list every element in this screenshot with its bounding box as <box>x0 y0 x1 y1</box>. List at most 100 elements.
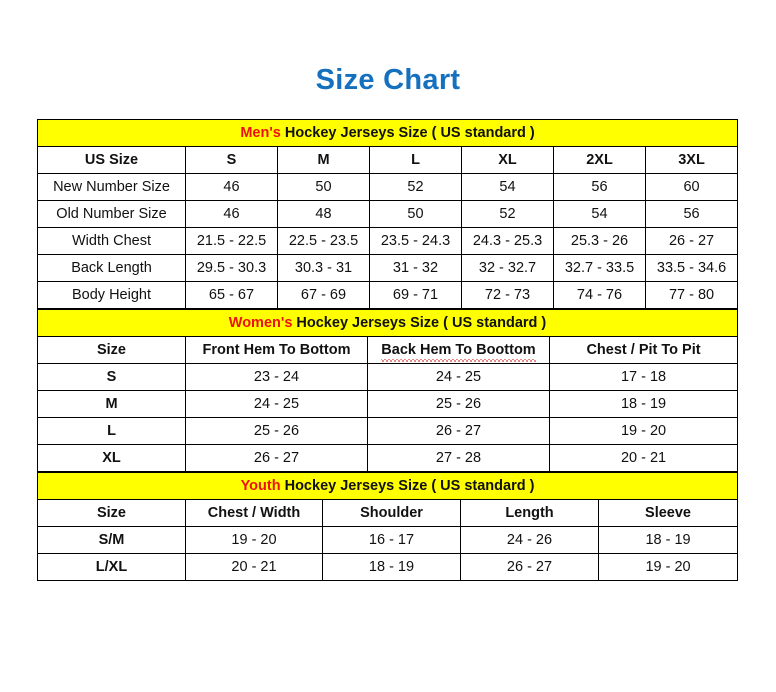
table-cell: 25.3 - 26 <box>553 227 646 255</box>
youth-col-sleeve: Sleeve <box>597 499 739 527</box>
table-cell: 25 - 26 <box>367 390 550 418</box>
mens-col-xl: XL <box>461 146 554 174</box>
mens-heading-rest: Hockey Jerseys Size ( US standard ) <box>280 125 535 141</box>
mens-col-3xl: 3XL <box>644 146 739 174</box>
table-cell: 31 - 32 <box>369 254 462 282</box>
youth-size-table: Youth Hockey Jerseys Size ( US standard … <box>36 472 739 581</box>
table-row: S 23 - 24 24 - 25 17 - 18 <box>37 363 739 391</box>
womens-row-label-s: S <box>37 363 186 391</box>
youth-section-heading-row: Youth Hockey Jerseys Size ( US standard … <box>36 472 739 500</box>
youth-col-shoulder: Shoulder <box>322 499 461 527</box>
table-cell: 33.5 - 34.6 <box>644 254 739 282</box>
table-row: L/XL 20 - 21 18 - 19 26 - 27 19 - 20 <box>37 553 739 581</box>
mens-col-m: M <box>277 146 370 174</box>
table-cell: 46 <box>185 200 278 228</box>
table-cell: 26 - 27 <box>644 227 739 255</box>
page-title: Size Chart <box>315 64 461 96</box>
mens-col-s: S <box>185 146 278 174</box>
mens-section-heading-row: Men's Hockey Jerseys Size ( US standard … <box>36 119 739 147</box>
mens-row-label-body-height: Body Height <box>37 281 186 309</box>
womens-col-front-hem-to-bottom: Front Hem To Bottom <box>185 336 368 364</box>
mens-row-label-width-chest: Width Chest <box>37 227 186 255</box>
table-row: Body Height 65 - 67 67 - 69 69 - 71 72 -… <box>37 281 739 309</box>
womens-row-label-l: L <box>37 417 186 445</box>
mens-column-header-row: US Size S M L XL 2XL 3XL <box>37 146 739 174</box>
mens-size-table: Men's Hockey Jerseys Size ( US standard … <box>36 119 739 309</box>
table-cell: 26 - 27 <box>185 444 368 472</box>
table-cell: 32 - 32.7 <box>461 254 554 282</box>
youth-col-size: Size <box>37 499 186 527</box>
table-cell: 67 - 69 <box>277 281 370 309</box>
youth-row-label-lxl: L/XL <box>37 553 186 581</box>
table-cell: 56 <box>553 173 646 201</box>
table-cell: 50 <box>277 173 370 201</box>
table-cell: 30.3 - 31 <box>277 254 370 282</box>
table-row: Old Number Size 46 48 50 52 54 56 <box>37 200 739 228</box>
table-cell: 24.3 - 25.3 <box>461 227 554 255</box>
table-cell: 18 - 19 <box>322 553 461 581</box>
table-cell: 24 - 25 <box>367 363 550 391</box>
mens-section-heading: Men's Hockey Jerseys Size ( US standard … <box>36 119 739 147</box>
table-cell: 52 <box>369 173 462 201</box>
table-cell: 19 - 20 <box>597 553 739 581</box>
womens-col-chest-pit-to-pit: Chest / Pit To Pit <box>548 336 739 364</box>
table-cell: 24 - 25 <box>185 390 368 418</box>
table-cell: 20 - 21 <box>185 553 323 581</box>
table-cell: 22.5 - 23.5 <box>277 227 370 255</box>
table-row: M 24 - 25 25 - 26 18 - 19 <box>37 390 739 418</box>
table-cell: 25 - 26 <box>185 417 368 445</box>
table-cell: 23.5 - 24.3 <box>369 227 462 255</box>
misspelled-text: Back Hem To Boottom <box>381 337 537 363</box>
table-cell: 50 <box>369 200 462 228</box>
table-cell: 52 <box>461 200 554 228</box>
youth-section-heading: Youth Hockey Jerseys Size ( US standard … <box>36 472 739 500</box>
table-row: L 25 - 26 26 - 27 19 - 20 <box>37 417 739 445</box>
table-cell: 29.5 - 30.3 <box>185 254 278 282</box>
size-chart-tables: Men's Hockey Jerseys Size ( US standard … <box>36 119 739 581</box>
table-cell: 19 - 20 <box>185 526 323 554</box>
table-cell: 20 - 21 <box>548 444 739 472</box>
womens-size-table: Women's Hockey Jerseys Size ( US standar… <box>36 309 739 472</box>
table-cell: 23 - 24 <box>185 363 368 391</box>
womens-row-label-m: M <box>37 390 186 418</box>
table-cell: 60 <box>644 173 739 201</box>
womens-col-size: Size <box>37 336 186 364</box>
table-cell: 54 <box>461 173 554 201</box>
mens-heading-accent: Men's <box>240 125 281 141</box>
table-cell: 19 - 20 <box>548 417 739 445</box>
table-cell: 54 <box>553 200 646 228</box>
youth-row-label-sm: S/M <box>37 526 186 554</box>
womens-heading-rest: Hockey Jerseys Size ( US standard ) <box>292 315 547 331</box>
table-cell: 65 - 67 <box>185 281 278 309</box>
table-cell: 32.7 - 33.5 <box>553 254 646 282</box>
table-cell: 18 - 19 <box>597 526 739 554</box>
mens-row-label-new-number-size: New Number Size <box>37 173 186 201</box>
table-cell: 16 - 17 <box>322 526 461 554</box>
table-cell: 18 - 19 <box>548 390 739 418</box>
mens-row-label-old-number-size: Old Number Size <box>37 200 186 228</box>
womens-heading-accent: Women's <box>228 315 293 331</box>
youth-heading-accent: Youth <box>240 478 281 494</box>
womens-row-label-xl: XL <box>37 444 186 472</box>
table-cell: 77 - 80 <box>644 281 739 309</box>
table-cell: 17 - 18 <box>548 363 739 391</box>
table-cell: 21.5 - 22.5 <box>185 227 278 255</box>
womens-section-heading-row: Women's Hockey Jerseys Size ( US standar… <box>36 309 739 337</box>
table-cell: 26 - 27 <box>460 553 599 581</box>
womens-section-heading: Women's Hockey Jerseys Size ( US standar… <box>36 309 739 337</box>
table-cell: 46 <box>185 173 278 201</box>
table-row: S/M 19 - 20 16 - 17 24 - 26 18 - 19 <box>37 526 739 554</box>
youth-col-chest-width: Chest / Width <box>185 499 323 527</box>
mens-row-label-back-length: Back Length <box>37 254 186 282</box>
table-row: Width Chest 21.5 - 22.5 22.5 - 23.5 23.5… <box>37 227 739 255</box>
table-cell: 69 - 71 <box>369 281 462 309</box>
youth-heading-rest: Hockey Jerseys Size ( US standard ) <box>280 478 535 494</box>
table-cell: 24 - 26 <box>460 526 599 554</box>
table-cell: 48 <box>277 200 370 228</box>
table-row: XL 26 - 27 27 - 28 20 - 21 <box>37 444 739 472</box>
mens-col-l: L <box>369 146 462 174</box>
table-cell: 72 - 73 <box>461 281 554 309</box>
mens-col-us-size: US Size <box>37 146 186 174</box>
womens-column-header-row: Size Front Hem To Bottom Back Hem To Boo… <box>37 336 739 364</box>
youth-col-length: Length <box>460 499 599 527</box>
